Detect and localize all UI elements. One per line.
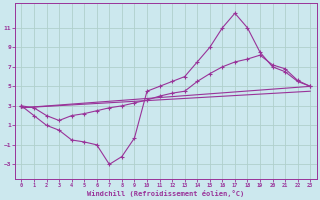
X-axis label: Windchill (Refroidissement éolien,°C): Windchill (Refroidissement éolien,°C)	[87, 190, 244, 197]
